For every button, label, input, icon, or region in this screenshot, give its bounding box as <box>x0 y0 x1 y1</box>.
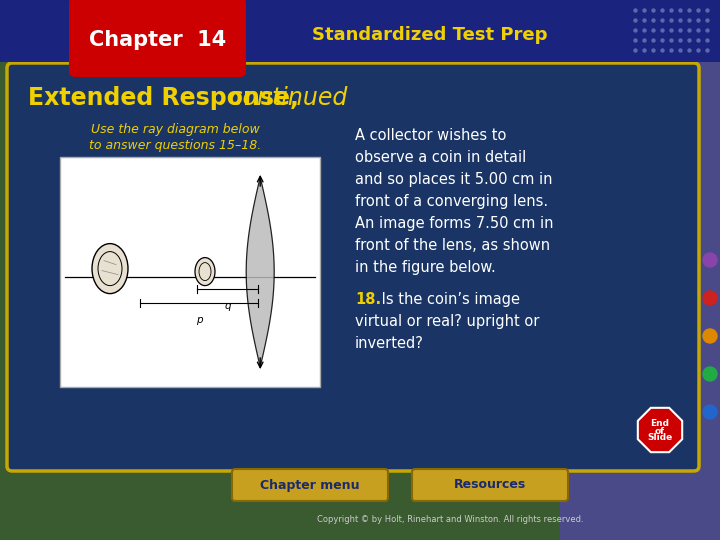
FancyBboxPatch shape <box>7 63 699 471</box>
Text: An image forms 7.50 cm in: An image forms 7.50 cm in <box>355 216 554 231</box>
Polygon shape <box>638 408 682 452</box>
Bar <box>560 0 720 540</box>
Bar <box>60 157 320 387</box>
Text: of: of <box>655 427 665 435</box>
Text: front of a converging lens.: front of a converging lens. <box>355 194 548 209</box>
Text: Extended Response,: Extended Response, <box>28 86 299 110</box>
Text: inverted?: inverted? <box>355 336 424 351</box>
FancyBboxPatch shape <box>69 0 246 77</box>
Text: 18.: 18. <box>355 292 381 307</box>
Text: front of the lens, as shown: front of the lens, as shown <box>355 238 550 253</box>
Text: End: End <box>650 420 670 429</box>
Text: q: q <box>225 301 231 310</box>
Circle shape <box>703 329 717 343</box>
Text: Is the coin’s image: Is the coin’s image <box>377 292 520 307</box>
Polygon shape <box>246 177 274 367</box>
FancyBboxPatch shape <box>412 469 568 501</box>
Text: continued: continued <box>222 86 347 110</box>
Text: in the figure below.: in the figure below. <box>355 260 496 275</box>
Text: Chapter menu: Chapter menu <box>260 478 360 491</box>
Text: Use the ray diagram below: Use the ray diagram below <box>91 124 259 137</box>
Bar <box>0 0 720 62</box>
FancyBboxPatch shape <box>232 469 388 501</box>
Circle shape <box>703 291 717 305</box>
Text: Chapter  14: Chapter 14 <box>89 30 227 50</box>
Text: Slide: Slide <box>647 434 672 442</box>
Ellipse shape <box>195 258 215 286</box>
Text: A collector wishes to: A collector wishes to <box>355 128 506 143</box>
Circle shape <box>703 367 717 381</box>
Circle shape <box>703 405 717 419</box>
Text: and so places it 5.00 cm in: and so places it 5.00 cm in <box>355 172 552 187</box>
Ellipse shape <box>92 244 128 294</box>
Circle shape <box>703 253 717 267</box>
Text: Copyright © by Holt, Rinehart and Winston. All rights reserved.: Copyright © by Holt, Rinehart and Winsto… <box>317 516 583 524</box>
Bar <box>0 0 560 540</box>
Text: to answer questions 15–18.: to answer questions 15–18. <box>89 138 261 152</box>
Text: p: p <box>196 315 202 325</box>
Text: Resources: Resources <box>454 478 526 491</box>
Text: virtual or real? upright or: virtual or real? upright or <box>355 314 539 329</box>
Text: Standardized Test Prep: Standardized Test Prep <box>312 26 548 44</box>
Text: observe a coin in detail: observe a coin in detail <box>355 150 526 165</box>
